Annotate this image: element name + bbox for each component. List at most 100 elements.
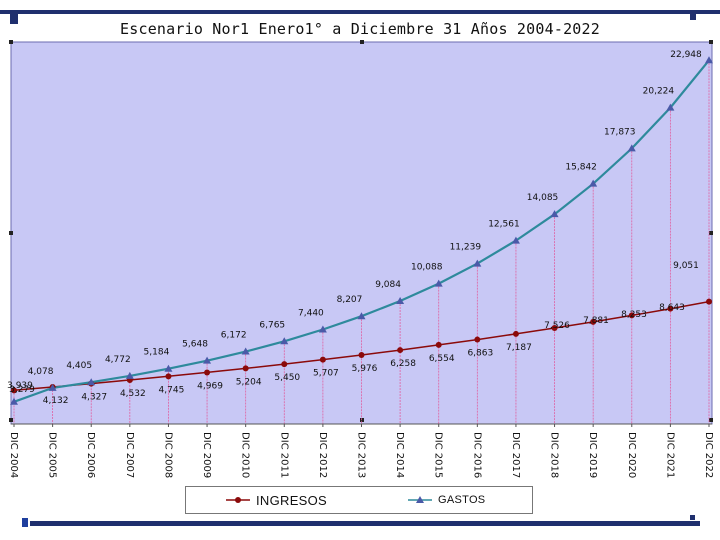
data-label-ingresos: 6,554 bbox=[429, 354, 455, 364]
data-label-ingresos: 7,526 bbox=[544, 321, 570, 331]
x-tick-label: DIC 2008 bbox=[162, 432, 173, 478]
x-tick-label: DIC 2018 bbox=[549, 432, 560, 478]
point-ingresos bbox=[165, 373, 172, 380]
handle-bottom-middle bbox=[360, 418, 364, 422]
bottom-right-square bbox=[690, 515, 695, 520]
x-tick-label: DIC 2011 bbox=[278, 432, 289, 478]
x-tick-label: DIC 2015 bbox=[433, 432, 444, 478]
chart-title: Escenario Nor1 Enero1° a Diciembre 31 Añ… bbox=[120, 20, 600, 38]
point-gastos bbox=[473, 259, 482, 267]
x-tick-label: DIC 2021 bbox=[664, 432, 675, 478]
data-label-ingresos: 4,969 bbox=[197, 381, 223, 391]
legend-item-ingresos: INGRESOS bbox=[226, 487, 327, 513]
data-label-gastos: 3,279 bbox=[9, 385, 35, 395]
data-label-ingresos: 3,939 bbox=[7, 381, 33, 391]
data-labels: 3,279 4,078 4,405 4,772 5,184 5,648 6,172 6,765… bbox=[7, 50, 702, 406]
data-label-gastos: 10,088 bbox=[411, 263, 443, 273]
data-label-ingresos: 5,976 bbox=[352, 364, 378, 374]
handle-top-middle bbox=[360, 40, 364, 44]
legend: INGRESOS GASTOS bbox=[185, 486, 533, 514]
point-gastos bbox=[705, 56, 713, 64]
data-label-gastos: 11,239 bbox=[450, 243, 482, 253]
data-label-gastos: 4,772 bbox=[105, 355, 131, 365]
top-bar-accent bbox=[10, 10, 18, 24]
point-ingresos bbox=[706, 298, 712, 305]
top-bar bbox=[0, 10, 720, 14]
point-gastos bbox=[164, 364, 173, 372]
bottom-bar bbox=[30, 521, 700, 526]
x-tick-label: DIC 2012 bbox=[317, 432, 328, 478]
point-gastos bbox=[627, 144, 636, 152]
point-gastos bbox=[357, 312, 366, 320]
markers bbox=[10, 56, 713, 405]
point-ingresos bbox=[358, 351, 365, 358]
data-label-gastos: 6,172 bbox=[221, 331, 247, 341]
point-ingresos bbox=[397, 347, 404, 354]
point-ingresos bbox=[667, 305, 674, 312]
point-gastos bbox=[666, 103, 675, 111]
point-gastos bbox=[589, 179, 598, 187]
point-gastos bbox=[434, 279, 443, 287]
point-ingresos bbox=[11, 387, 17, 394]
legend-item-gastos: GASTOS bbox=[408, 487, 485, 513]
point-ingresos bbox=[242, 365, 249, 372]
legend-label-gastos: GASTOS bbox=[438, 494, 486, 506]
x-tick-label: DIC 2004 bbox=[8, 432, 19, 478]
x-axis: DIC 2004 DIC 2005 DIC 2006 DIC 2007 DIC 2008… bbox=[8, 423, 714, 478]
data-label-gastos: 5,184 bbox=[144, 348, 170, 358]
point-gastos bbox=[10, 397, 18, 405]
handle-middle-right bbox=[709, 231, 713, 235]
x-tick-label: DIC 2013 bbox=[356, 432, 367, 478]
point-gastos bbox=[241, 347, 250, 355]
point-gastos bbox=[396, 296, 405, 304]
point-gastos bbox=[203, 356, 212, 364]
data-label-ingresos: 4,132 bbox=[43, 396, 69, 406]
point-ingresos bbox=[512, 330, 519, 337]
data-label-gastos: 7,440 bbox=[298, 309, 324, 319]
handle-bottom-left bbox=[9, 418, 13, 422]
data-label-gastos: 17,873 bbox=[604, 127, 636, 137]
point-ingresos bbox=[204, 369, 211, 376]
data-label-ingresos: 9,051 bbox=[673, 261, 699, 271]
data-label-ingresos: 8,253 bbox=[621, 310, 647, 320]
plot-area bbox=[10, 41, 713, 425]
data-label-gastos: 20,224 bbox=[643, 87, 675, 97]
data-label-gastos: 14,085 bbox=[527, 193, 559, 203]
point-gastos bbox=[511, 236, 520, 244]
data-label-ingresos: 8,643 bbox=[659, 303, 685, 313]
x-tick-label: DIC 2014 bbox=[394, 432, 405, 478]
point-gastos bbox=[48, 383, 57, 391]
point-ingresos bbox=[474, 336, 481, 343]
data-label-ingresos: 6,258 bbox=[390, 359, 416, 369]
data-label-gastos: 4,405 bbox=[66, 361, 92, 371]
data-label-gastos: 15,842 bbox=[565, 163, 597, 173]
data-label-ingresos: 5,450 bbox=[274, 373, 300, 383]
x-tick-label: DIC 2019 bbox=[587, 432, 598, 478]
data-label-ingresos: 5,204 bbox=[236, 377, 262, 387]
x-tick-label: DIC 2020 bbox=[626, 432, 637, 478]
legend-line-ingresos-icon bbox=[226, 497, 250, 503]
x-tick-label: DIC 2022 bbox=[703, 432, 714, 478]
drop-lines bbox=[13, 60, 710, 424]
data-label-ingresos: 6,863 bbox=[467, 349, 493, 359]
point-ingresos bbox=[590, 318, 597, 325]
point-gastos bbox=[125, 371, 134, 379]
point-gastos bbox=[318, 325, 327, 333]
point-gastos bbox=[87, 378, 96, 386]
data-label-gastos: 9,084 bbox=[375, 280, 401, 290]
top-right-square bbox=[690, 14, 696, 20]
data-label-ingresos: 4,327 bbox=[81, 393, 107, 403]
data-label-gastos: 12,561 bbox=[488, 220, 520, 230]
data-label-gastos: 5,648 bbox=[182, 340, 208, 350]
point-ingresos bbox=[281, 361, 288, 368]
x-tick-label: DIC 2010 bbox=[240, 432, 251, 478]
handle-top-right bbox=[709, 40, 713, 44]
data-label-ingresos: 7,881 bbox=[583, 316, 609, 326]
point-ingresos bbox=[435, 341, 442, 348]
x-tick-label: DIC 2016 bbox=[471, 432, 482, 478]
data-label-ingresos: 5,707 bbox=[313, 369, 339, 379]
x-tick-label: DIC 2017 bbox=[510, 432, 521, 478]
x-tick-label: DIC 2007 bbox=[124, 432, 135, 478]
data-label-ingresos: 4,532 bbox=[120, 389, 146, 399]
